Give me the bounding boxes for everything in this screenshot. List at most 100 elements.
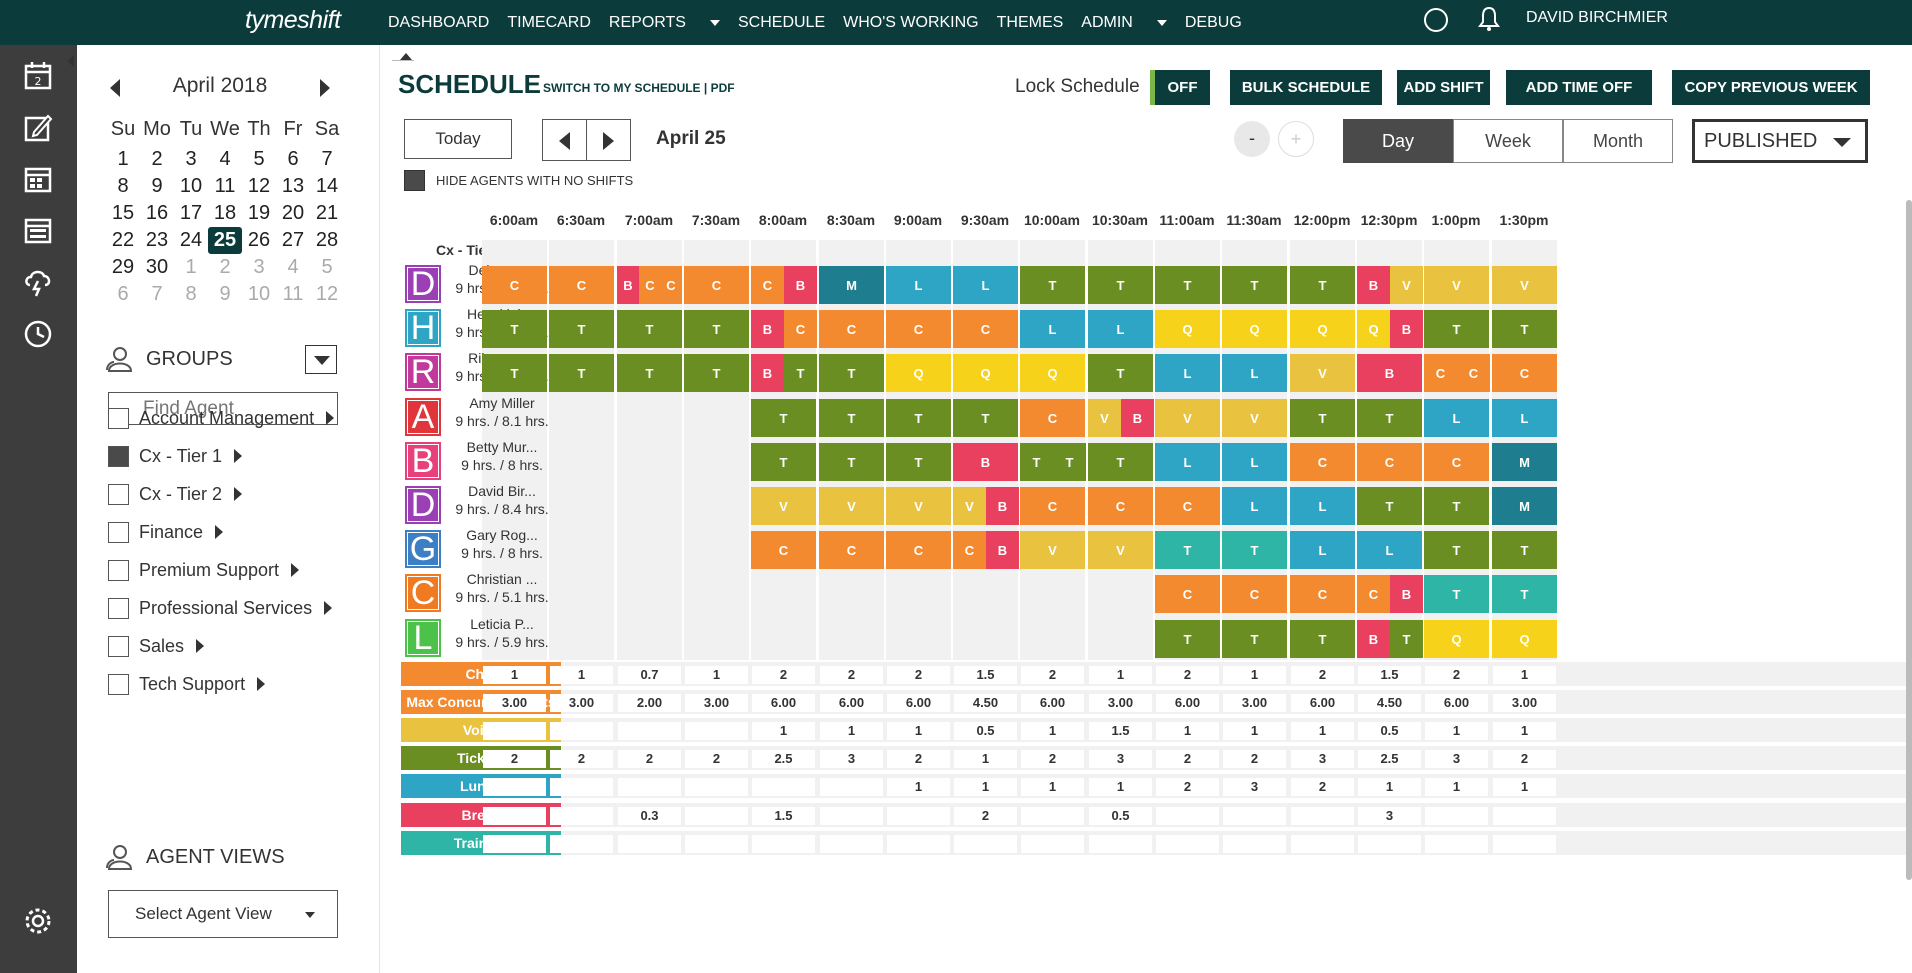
group-item[interactable]: Premium Support: [108, 558, 300, 582]
shift-block[interactable]: C: [639, 266, 661, 304]
shift-block[interactable]: T: [1424, 531, 1489, 569]
hide-agents-checkbox[interactable]: [404, 170, 425, 191]
shift-block[interactable]: C: [819, 310, 884, 348]
shift-block[interactable]: T: [784, 354, 817, 392]
calendar-day[interactable]: 15: [111, 202, 135, 224]
shift-block[interactable]: Q: [1424, 620, 1489, 658]
copy-previous-week-button[interactable]: COPY PREVIOUS WEEK: [1672, 70, 1870, 105]
shift-block[interactable]: B: [784, 266, 817, 304]
shift-block[interactable]: V: [1088, 531, 1153, 569]
calendar-day[interactable]: 20: [281, 202, 305, 224]
shift-block[interactable]: C: [549, 266, 614, 304]
nav-dashboard[interactable]: DASHBOARD: [388, 13, 490, 31]
shift-block[interactable]: V: [751, 487, 816, 525]
shift-block[interactable]: T: [1424, 310, 1489, 348]
shift-block[interactable]: L: [1492, 399, 1557, 437]
view-day-button[interactable]: Day: [1343, 119, 1453, 163]
calendar-day[interactable]: 12: [315, 283, 339, 305]
view-month-button[interactable]: Month: [1563, 119, 1673, 163]
lock-schedule-toggle[interactable]: OFF: [1150, 70, 1210, 105]
shift-block[interactable]: Q: [1020, 354, 1085, 392]
nav-debug[interactable]: DEBUG: [1184, 13, 1242, 31]
shift-block[interactable]: L: [1088, 310, 1153, 348]
shift-block[interactable]: T: [1155, 266, 1220, 304]
tymeshift-logo[interactable]: tymeshift: [245, 6, 341, 34]
calendar-day[interactable]: 7: [321, 148, 333, 170]
shift-block[interactable]: B: [617, 266, 639, 304]
shift-block[interactable]: V: [953, 487, 986, 525]
shift-block[interactable]: C: [1357, 575, 1390, 613]
shift-block[interactable]: Q: [1357, 310, 1390, 348]
shift-block[interactable]: B: [1357, 266, 1390, 304]
shift-block[interactable]: T: [1492, 310, 1557, 348]
shift-block[interactable]: T: [1424, 487, 1489, 525]
calendar-day[interactable]: 27: [281, 229, 305, 251]
shift-block[interactable]: Q: [1492, 620, 1557, 658]
expand-arrow-icon[interactable]: [324, 601, 333, 615]
shift-block[interactable]: C: [660, 266, 682, 304]
calendar-day[interactable]: 3: [253, 256, 265, 278]
shift-block[interactable]: C: [1155, 575, 1220, 613]
shift-block[interactable]: T: [1492, 531, 1557, 569]
calendar-day[interactable]: 24: [179, 229, 203, 251]
shift-block[interactable]: M: [1492, 443, 1557, 481]
calendar-day[interactable]: 16: [145, 202, 169, 224]
shift-block[interactable]: L: [1155, 443, 1220, 481]
shift-block[interactable]: T: [1088, 354, 1153, 392]
expand-arrow-icon[interactable]: [291, 563, 300, 577]
add-time-off-button[interactable]: ADD TIME OFF: [1506, 70, 1652, 105]
calendar-day[interactable]: 5: [253, 148, 265, 170]
shift-block[interactable]: V: [886, 487, 951, 525]
view-week-button[interactable]: Week: [1453, 119, 1563, 163]
group-checkbox[interactable]: [108, 597, 129, 619]
shift-block[interactable]: C: [953, 310, 1018, 348]
calendar-day[interactable]: 11: [214, 175, 236, 197]
shift-block[interactable]: L: [1155, 354, 1220, 392]
shift-block[interactable]: L: [1222, 443, 1287, 481]
calendar-day[interactable]: 5: [321, 256, 333, 278]
expand-arrow-icon[interactable]: [234, 449, 243, 463]
shift-block[interactable]: B: [953, 443, 1018, 481]
shift-block[interactable]: L: [1290, 487, 1355, 525]
shift-block[interactable]: V: [1390, 266, 1423, 304]
calendar-icon[interactable]: 2: [22, 60, 54, 92]
shift-block[interactable]: C: [751, 266, 784, 304]
select-agent-view-dropdown[interactable]: Select Agent View: [108, 890, 338, 938]
nav-reports[interactable]: REPORTS: [608, 13, 686, 31]
shift-block[interactable]: V: [1088, 399, 1121, 437]
group-item[interactable]: Finance: [108, 520, 224, 544]
expand-arrow-icon[interactable]: [234, 487, 243, 501]
shift-block[interactable]: L: [1222, 487, 1287, 525]
shift-block[interactable]: T: [886, 399, 951, 437]
calendar-day[interactable]: 8: [117, 175, 129, 197]
calendar-day[interactable]: 21: [315, 202, 339, 224]
shift-block[interactable]: C: [1357, 443, 1422, 481]
calendar-day[interactable]: 6: [117, 283, 129, 305]
shift-block[interactable]: C: [482, 266, 547, 304]
calendar-day[interactable]: 10: [179, 175, 203, 197]
shift-block[interactable]: C: [1492, 354, 1557, 392]
shift-block[interactable]: B: [751, 354, 784, 392]
group-checkbox[interactable]: [108, 407, 129, 429]
shift-block[interactable]: B: [1121, 399, 1154, 437]
calendar-day[interactable]: 13: [281, 175, 305, 197]
group-checkbox[interactable]: [108, 559, 129, 581]
shift-block[interactable]: V: [1020, 531, 1085, 569]
shift-block[interactable]: V: [819, 487, 884, 525]
shift-block[interactable]: C: [1290, 443, 1355, 481]
shift-block[interactable]: T: [1222, 620, 1287, 658]
shift-block[interactable]: T: [1424, 575, 1489, 613]
agent-avatar[interactable]: D: [405, 265, 441, 303]
calendar-day[interactable]: 2: [151, 148, 163, 170]
shift-block[interactable]: T: [1020, 266, 1085, 304]
shift-block[interactable]: V: [1290, 354, 1355, 392]
shift-block[interactable]: T: [684, 310, 749, 348]
shift-block[interactable]: L: [1424, 399, 1489, 437]
shift-block[interactable]: C: [1020, 487, 1085, 525]
shift-block[interactable]: C: [819, 531, 884, 569]
calendar-day[interactable]: 9: [151, 175, 163, 197]
today-button[interactable]: Today: [404, 119, 512, 159]
shift-block[interactable]: T: [482, 354, 547, 392]
shift-block[interactable]: B: [1390, 310, 1423, 348]
find-agent-input[interactable]: [108, 392, 338, 425]
